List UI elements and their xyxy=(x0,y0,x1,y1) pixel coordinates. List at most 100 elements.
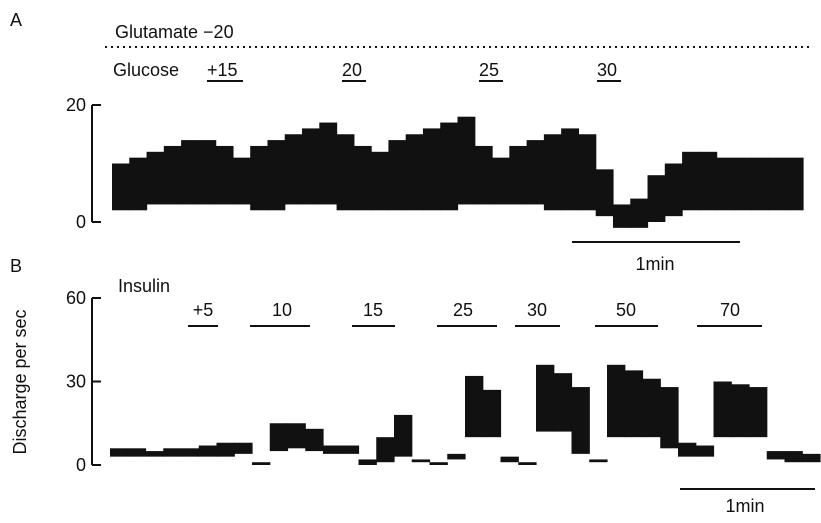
trace-segment xyxy=(232,157,251,205)
trace-segment xyxy=(429,462,448,465)
trace-segment xyxy=(198,445,218,457)
trace-segment xyxy=(578,134,597,211)
trace-segment xyxy=(112,163,130,211)
trace-segment xyxy=(110,448,129,457)
trace-segment xyxy=(146,151,165,205)
trace-segment xyxy=(571,387,590,454)
trace-segment xyxy=(287,423,306,449)
trace-segment xyxy=(642,378,661,438)
trace-segment xyxy=(595,169,614,217)
trace-segment xyxy=(766,451,786,460)
trace-segment xyxy=(422,128,441,211)
trace-segment xyxy=(411,459,431,463)
y-tick-label: 20 xyxy=(66,95,86,115)
trace-segment xyxy=(664,163,683,217)
trace-segment xyxy=(768,157,787,211)
trace-segment xyxy=(731,384,750,438)
annotation: 30 xyxy=(527,300,547,320)
trace-segment xyxy=(784,451,803,463)
y-tick-label: 30 xyxy=(66,372,86,392)
trace-segment xyxy=(302,128,320,205)
trace-segment xyxy=(269,423,289,452)
trace-segment xyxy=(181,140,199,205)
trace-segment xyxy=(561,128,580,211)
trace-segment xyxy=(319,122,338,205)
y-tick-label: 0 xyxy=(76,212,86,232)
y-tick-label: 0 xyxy=(76,455,86,475)
scale-bar-label: 1min xyxy=(725,496,764,516)
trace-segment xyxy=(215,145,234,205)
y-tick-label: 60 xyxy=(66,288,86,308)
trace-segment xyxy=(612,204,631,228)
trace-segment xyxy=(447,453,466,460)
trace-segment xyxy=(358,459,377,465)
trace-segment xyxy=(388,140,407,211)
trace-segment xyxy=(250,145,269,211)
trace-segment xyxy=(509,145,528,205)
trace-segment xyxy=(145,451,164,457)
trace-segment xyxy=(323,445,342,454)
trace-segment xyxy=(699,151,718,211)
annotation: Glucose xyxy=(113,60,179,80)
annotation: 30 xyxy=(597,60,617,80)
annotation: Glutamate −20 xyxy=(115,22,234,42)
trace-segment xyxy=(492,157,510,205)
trace-segment xyxy=(500,456,519,463)
trace-segment xyxy=(465,375,484,438)
trace-segment xyxy=(252,462,271,465)
trace-segment xyxy=(163,145,182,205)
panel-label: A xyxy=(10,10,22,30)
annotation: 10 xyxy=(272,300,292,320)
annotation: 25 xyxy=(479,60,499,80)
annotation: 15 xyxy=(363,300,383,320)
trace-segment xyxy=(678,442,697,457)
trace-segment xyxy=(127,448,147,457)
trace-segment xyxy=(198,140,217,205)
trace-segment xyxy=(607,364,626,438)
annotation: 50 xyxy=(616,300,636,320)
trace-segment xyxy=(305,428,324,452)
trace-segment xyxy=(163,448,182,457)
trace-segment xyxy=(482,389,502,438)
annotation: 20 xyxy=(342,60,362,80)
trace-segment xyxy=(785,157,804,211)
trace-segment xyxy=(518,462,537,465)
annotation: 25 xyxy=(453,300,473,320)
trace-segment xyxy=(267,140,286,211)
trace-segment xyxy=(181,448,200,457)
trace-segment xyxy=(376,437,395,463)
trace-segment xyxy=(624,370,644,438)
trace-segment xyxy=(457,116,476,205)
trace-segment xyxy=(802,453,821,463)
trace-segment xyxy=(216,442,235,457)
trace-segment xyxy=(371,151,389,211)
trace-segment xyxy=(526,140,545,205)
trace-segment xyxy=(660,387,679,449)
trace-segment xyxy=(394,414,413,457)
scale-bar-label: 1min xyxy=(635,254,674,274)
trace-segment xyxy=(340,445,360,454)
trace-segment xyxy=(647,175,666,222)
trace-segment xyxy=(474,145,493,205)
annotation: +15 xyxy=(207,60,238,80)
trace-segment xyxy=(630,198,649,228)
trace-segment xyxy=(713,381,732,438)
annotation: 70 xyxy=(720,300,740,320)
trace-segment xyxy=(751,157,770,211)
trace-segment xyxy=(234,442,253,454)
panel-label: B xyxy=(10,256,22,276)
trace-segment xyxy=(543,134,562,211)
trace-segment xyxy=(682,151,700,211)
trace-segment xyxy=(336,134,355,211)
trace-segment xyxy=(749,387,768,438)
trace-segment xyxy=(129,157,148,211)
trace-segment xyxy=(353,145,372,211)
trace-segment xyxy=(716,157,735,211)
trace-segment xyxy=(695,445,715,457)
y-axis-label: Discharge per sec xyxy=(10,309,30,454)
trace-segment xyxy=(284,134,303,205)
trace-segment xyxy=(405,134,424,211)
annotation: +5 xyxy=(193,300,214,320)
trace-segment xyxy=(553,373,573,432)
